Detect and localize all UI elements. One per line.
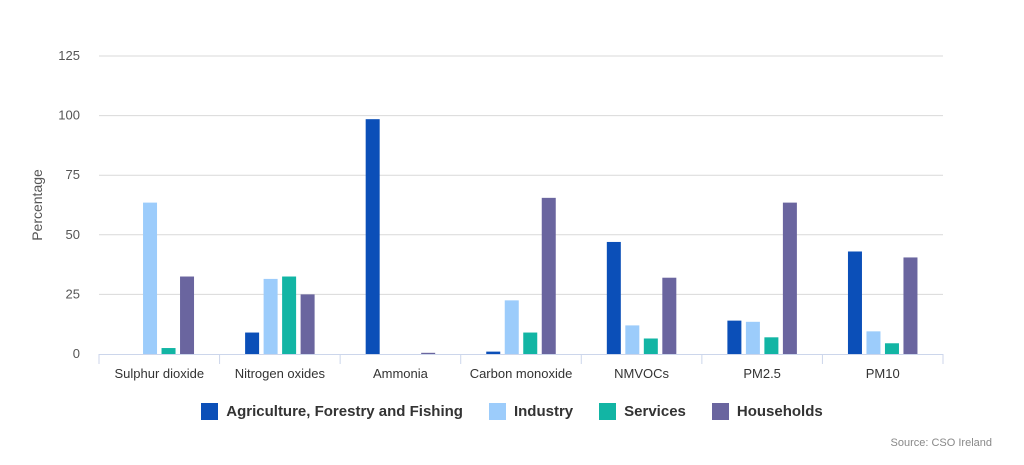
legend-label: Services: [624, 403, 686, 420]
bar: [263, 278, 278, 354]
y-tick-label: 25: [66, 286, 80, 301]
y-tick-label: 0: [73, 346, 80, 361]
bar: [764, 337, 779, 354]
gridlines: [99, 55, 943, 295]
y-tick-label: 125: [58, 48, 80, 63]
bar: [143, 202, 158, 354]
bar: [486, 351, 501, 354]
bar: [421, 352, 436, 354]
x-axis-categories: Sulphur dioxide Nitrogen oxides Ammonia Car…: [114, 366, 899, 381]
legend-swatch: [711, 403, 729, 420]
bar: [662, 277, 677, 354]
x-category-label: Sulphur dioxide: [114, 366, 204, 381]
x-axis: [98, 354, 944, 364]
bar: [847, 251, 862, 354]
x-category-label: PM2.5: [743, 366, 781, 381]
bar: [745, 321, 760, 354]
bar: [541, 197, 556, 354]
bar: [782, 202, 797, 354]
legend-label: Households: [736, 403, 823, 420]
bar: [282, 276, 297, 354]
bar-chart: 0 25 50 75 100 125 Sulphur dioxide Nitrogen ox…: [29, 48, 944, 381]
bar: [903, 257, 918, 354]
x-category-label: PM10: [866, 366, 900, 381]
y-tick-label: 50: [66, 227, 80, 242]
bar: [300, 294, 315, 354]
bar: [727, 320, 742, 354]
bar: [884, 343, 899, 354]
legend: Agriculture, Forestry and Fishing Industr…: [0, 403, 1024, 420]
y-tick-label: 100: [58, 108, 80, 123]
x-category-label: Nitrogen oxides: [235, 366, 326, 381]
legend-swatch: [488, 403, 506, 420]
bar: [625, 325, 640, 354]
legend-swatch: [599, 403, 617, 420]
legend-item[interactable]: Industry: [488, 403, 574, 420]
legend-item[interactable]: Agriculture, Forestry and Fishing: [201, 403, 463, 420]
bar: [161, 348, 176, 354]
legend-label: Industry: [513, 403, 574, 420]
bar: [180, 276, 195, 354]
legend-item[interactable]: Services: [599, 403, 686, 420]
bar: [523, 332, 538, 354]
legend-item[interactable]: Households: [711, 403, 823, 420]
bars: [143, 119, 918, 355]
y-tick-label: 75: [66, 167, 80, 182]
y-axis-ticks: 0 25 50 75 100 125: [58, 48, 80, 361]
source-note: Source: CSO Ireland: [890, 437, 993, 449]
bar: [643, 338, 658, 354]
y-axis-label: Percentage: [29, 169, 45, 241]
cropped-text-fragment: [0, 456, 1024, 465]
bar: [606, 241, 621, 354]
bar: [866, 331, 881, 354]
bar: [245, 332, 260, 354]
legend-swatch: [201, 403, 219, 420]
cropped-text-glyphs: [0, 460, 1024, 465]
x-category-label: NMVOCs: [614, 366, 669, 381]
x-category-label: Ammonia: [373, 366, 429, 381]
legend-label: Agriculture, Forestry and Fishing: [226, 403, 463, 420]
bar: [504, 300, 519, 354]
x-category-label: Carbon monoxide: [470, 366, 573, 381]
bar: [365, 119, 380, 355]
